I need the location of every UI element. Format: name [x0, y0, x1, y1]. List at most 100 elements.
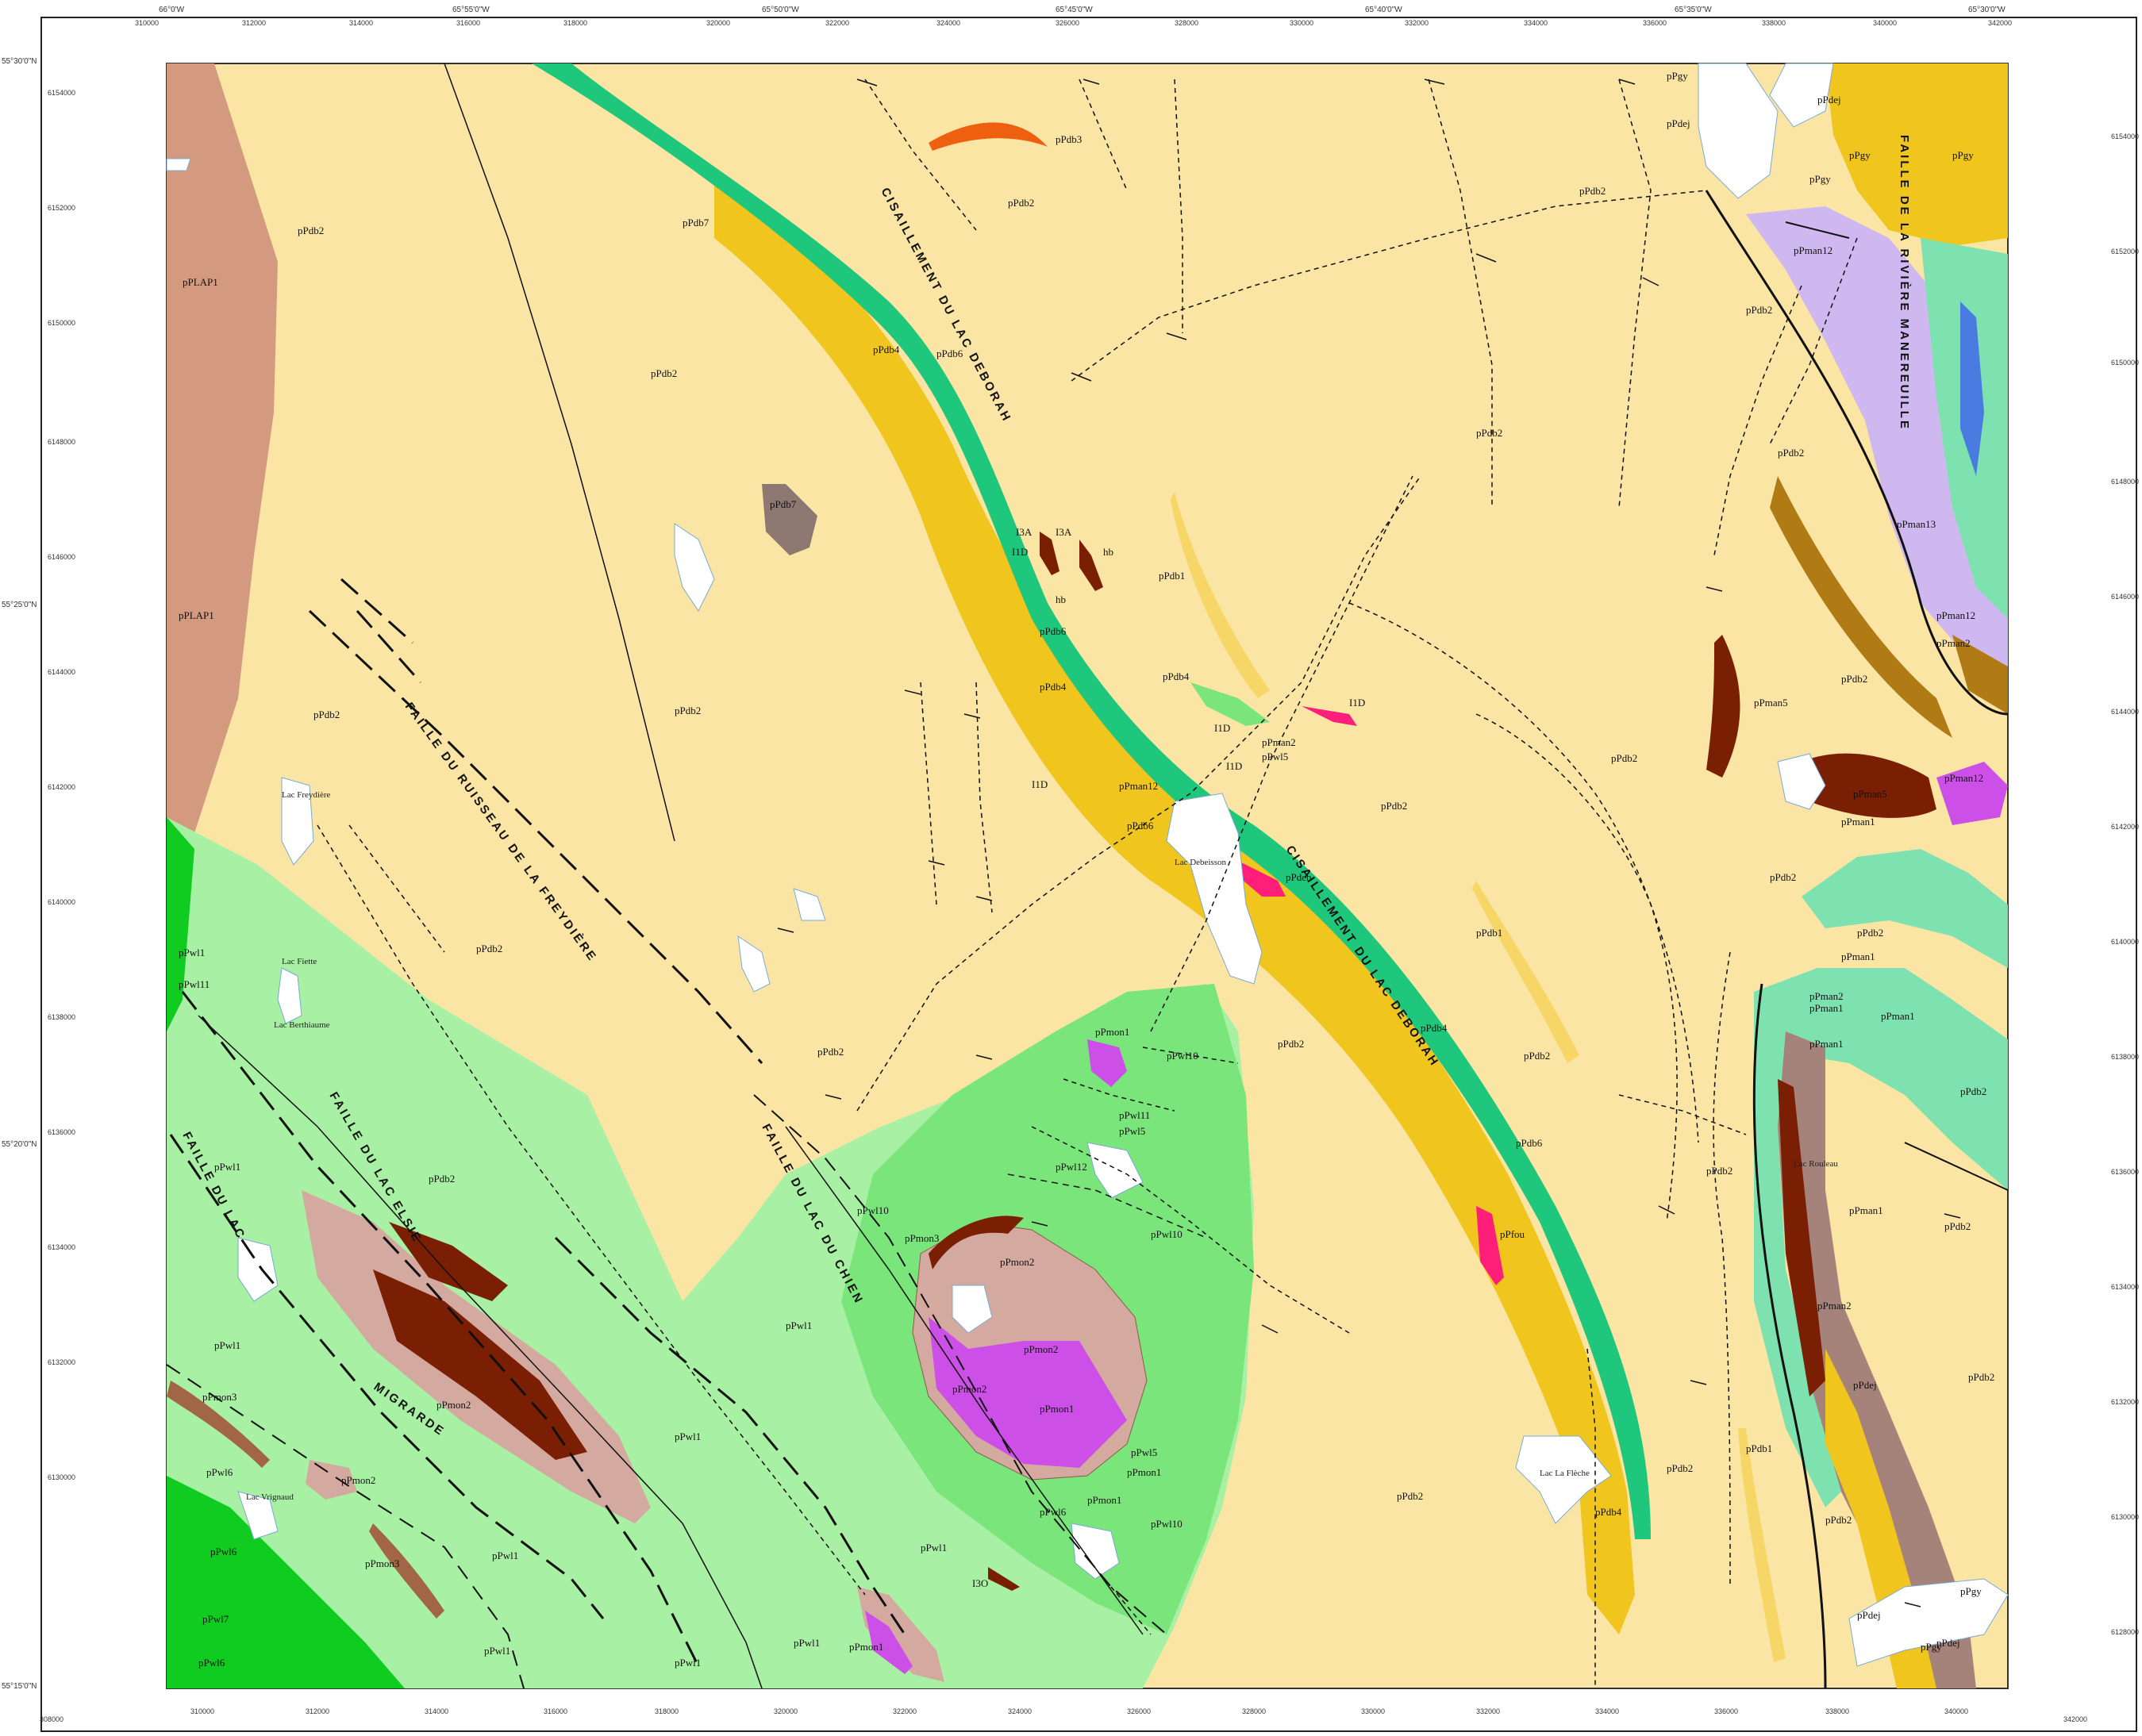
svg-text:318000: 318000 — [655, 1707, 679, 1715]
svg-text:pPdb2: pPdb2 — [429, 1173, 455, 1185]
svg-text:pPman2: pPman2 — [1809, 990, 1844, 1002]
svg-text:pPwl7: pPwl7 — [202, 1613, 229, 1625]
svg-text:pPfou: pPfou — [1500, 1228, 1525, 1240]
svg-text:pPgy: pPgy — [1667, 70, 1688, 82]
svg-text:pPdb2: pPdb2 — [1706, 1165, 1732, 1177]
svg-text:pPdb2: pPdb2 — [1857, 927, 1883, 939]
svg-text:pPdb2: pPdb2 — [1667, 1462, 1693, 1474]
svg-text:pPdb2: pPdb2 — [1841, 673, 1867, 685]
svg-text:pPman2: pPman2 — [1936, 637, 1971, 649]
svg-text:pPdb2: pPdb2 — [1611, 752, 1637, 764]
svg-text:pPwl6: pPwl6 — [206, 1466, 233, 1478]
svg-text:322000: 322000 — [825, 19, 849, 27]
solid-contacts — [198, 63, 1144, 1689]
svg-text:6146000: 6146000 — [2111, 593, 2139, 601]
svg-text:pPdb2: pPdb2 — [1579, 185, 1606, 197]
svg-text:pPwl1: pPwl1 — [492, 1550, 518, 1561]
svg-text:6136000: 6136000 — [2111, 1168, 2139, 1176]
unit-db1-lens-e — [1472, 881, 1579, 1063]
svg-text:pPmon1: pPmon1 — [1127, 1466, 1161, 1478]
map-frame — [40, 17, 2137, 1732]
svg-text:pPdej: pPdej — [1936, 1637, 1960, 1649]
svg-text:pPwl1: pPwl1 — [921, 1542, 947, 1554]
svg-text:I3A: I3A — [1016, 526, 1033, 538]
svg-text:pPgy: pPgy — [1921, 1641, 1942, 1653]
svg-text:pPdb2: pPdb2 — [675, 705, 701, 716]
svg-text:342000: 342000 — [2063, 1715, 2087, 1723]
unit-mon2-lens-sw3 — [306, 1460, 357, 1500]
svg-text:338000: 338000 — [1762, 19, 1786, 27]
svg-text:pPdb4: pPdb4 — [1040, 681, 1067, 693]
svg-text:6130000: 6130000 — [48, 1473, 75, 1481]
svg-text:334000: 334000 — [1524, 19, 1548, 27]
svg-text:pPwl6: pPwl6 — [198, 1657, 225, 1669]
svg-text:pPdb2: pPdb2 — [817, 1046, 844, 1058]
svg-text:pPgy: pPgy — [1809, 173, 1831, 185]
svg-text:pPman1: pPman1 — [1849, 1204, 1883, 1216]
svg-text:pPwl1: pPwl1 — [786, 1319, 812, 1331]
svg-text:pPmon1: pPmon1 — [1040, 1403, 1074, 1415]
unit-man1-se-top — [1802, 849, 2008, 968]
svg-text:pPman2: pPman2 — [1817, 1300, 1852, 1312]
svg-text:340000: 340000 — [1944, 1707, 1968, 1715]
unit-dark-brown-se — [1802, 753, 1936, 818]
svg-text:pPgy: pPgy — [1952, 149, 1974, 161]
svg-text:I3A: I3A — [1056, 526, 1072, 538]
svg-text:55°20'0"N: 55°20'0"N — [2, 1140, 37, 1149]
svg-text:pPwl12: pPwl12 — [1056, 1161, 1087, 1173]
svg-text:pPdb2: pPdb2 — [651, 367, 677, 379]
lake-fiette — [277, 967, 302, 1024]
svg-text:pPwl11: pPwl11 — [1119, 1109, 1150, 1121]
unit-wl-dark-band-left — [167, 817, 194, 1031]
svg-text:pPdb4: pPdb4 — [1421, 1022, 1448, 1034]
svg-text:322000: 322000 — [893, 1707, 917, 1715]
unit-mon3-lens-sw2 — [369, 1523, 444, 1619]
svg-text:6142000: 6142000 — [2111, 823, 2139, 831]
svg-text:pPdb6: pPdb6 — [1127, 820, 1154, 832]
svg-text:pPman1: pPman1 — [1881, 1010, 1915, 1022]
svg-text:340000: 340000 — [1873, 19, 1897, 27]
svg-text:326000: 326000 — [1056, 19, 1079, 27]
unit-db7-grey-lens — [762, 484, 817, 555]
svg-text:pPman12: pPman12 — [1794, 244, 1832, 256]
svg-text:pPman12: pPman12 — [1944, 772, 1983, 784]
svg-text:314000: 314000 — [349, 19, 373, 27]
svg-text:pPdb3: pPdb3 — [1056, 133, 1082, 145]
svg-text:6146000: 6146000 — [48, 553, 75, 561]
unit-brown-tan-ne2 — [1952, 635, 2008, 714]
svg-text:pPmon3: pPmon3 — [365, 1557, 399, 1569]
svg-text:I1D: I1D — [1226, 760, 1242, 772]
svg-text:pPdb2: pPdb2 — [1397, 1490, 1423, 1502]
svg-text:pPdb2: pPdb2 — [1770, 871, 1796, 883]
svg-text:pPwl1: pPwl1 — [214, 1161, 240, 1173]
svg-text:pPgy: pPgy — [1849, 149, 1871, 161]
unit-pink-lens-deb — [1230, 857, 1286, 897]
svg-text:6138000: 6138000 — [48, 1013, 75, 1021]
svg-text:I1D: I1D — [1349, 697, 1365, 709]
svg-text:324000: 324000 — [936, 19, 960, 27]
svg-text:pPwl5: pPwl5 — [1262, 751, 1288, 762]
svg-text:6154000: 6154000 — [2111, 133, 2139, 140]
unit-wl-dark-band — [167, 1476, 405, 1688]
unit-dark-brown-ne — [1706, 635, 1740, 778]
svg-text:pPman1: pPman1 — [1841, 951, 1875, 962]
unit-db1-lens-yellow — [1171, 492, 1270, 698]
unit-dark-brown-arc — [929, 1216, 1024, 1269]
svg-text:pPdb6: pPdb6 — [1516, 1137, 1543, 1149]
svg-text:pPdb2: pPdb2 — [1968, 1371, 1994, 1383]
svg-text:6152000: 6152000 — [48, 204, 75, 212]
svg-text:6128000: 6128000 — [2111, 1628, 2139, 1636]
svg-text:Lac Freydière: Lac Freydière — [282, 790, 330, 800]
svg-text:312000: 312000 — [306, 1707, 329, 1715]
svg-text:6134000: 6134000 — [2111, 1283, 2139, 1291]
svg-text:I1D: I1D — [1012, 546, 1028, 558]
svg-text:pPman13: pPman13 — [1897, 518, 1936, 530]
svg-text:320000: 320000 — [774, 1707, 798, 1715]
unit-man1-se — [1754, 968, 2008, 1507]
svg-text:316000: 316000 — [456, 19, 480, 27]
svg-text:pPwl1: pPwl1 — [675, 1657, 701, 1669]
svg-text:pPLAP1: pPLAP1 — [179, 609, 214, 621]
unit-labels: pPLAP1 pPLAP1 pPdb2 pPdb2 pPdb2 pPdb2 pP… — [179, 70, 1994, 1669]
lake-center-1 — [793, 888, 826, 921]
svg-text:pPdb2: pPdb2 — [313, 709, 340, 720]
